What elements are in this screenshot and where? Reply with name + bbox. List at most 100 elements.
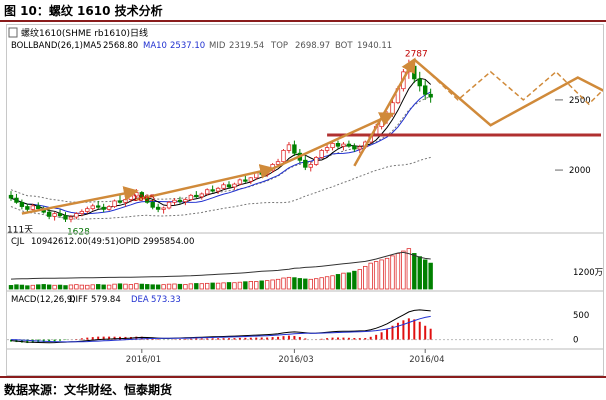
macd-panel: 0 500 xyxy=(7,309,589,346)
diff-line xyxy=(10,309,431,344)
volume-bar xyxy=(319,277,324,290)
candle-body xyxy=(199,193,204,198)
volume-bar xyxy=(112,283,117,290)
volume-bar xyxy=(248,281,253,290)
trend-arrow xyxy=(136,164,276,201)
open-interest-line xyxy=(10,251,431,280)
candle-body xyxy=(85,208,90,212)
dea-value: 573.33 xyxy=(151,295,181,305)
candle-body xyxy=(183,199,188,203)
candle-body xyxy=(286,144,292,151)
candle-body xyxy=(243,179,248,182)
volume-bar xyxy=(226,282,232,290)
volume-bar xyxy=(177,283,183,290)
volume-bar xyxy=(346,272,352,290)
volume-bar xyxy=(79,284,85,290)
ma5-value: 2568.80 xyxy=(103,41,138,51)
candle-body xyxy=(330,143,335,149)
volume-bar xyxy=(292,277,297,290)
volume-bar xyxy=(368,262,373,290)
candle-body xyxy=(63,215,68,220)
volume-bar xyxy=(232,282,237,290)
candle-body xyxy=(68,216,74,220)
bollband-label: BOLLBAND(26,1) xyxy=(11,41,83,51)
volume-tick-label: 1200万 xyxy=(573,268,603,278)
trend-arrow xyxy=(272,112,395,170)
candle-body xyxy=(390,102,395,115)
candle-body xyxy=(57,213,63,217)
volume-bar xyxy=(188,283,194,290)
boll-top-line xyxy=(10,95,431,203)
ma5-line xyxy=(10,77,432,217)
volume-bar xyxy=(172,283,177,290)
candle-body xyxy=(8,194,14,199)
caption-rule xyxy=(0,20,606,22)
candle-body xyxy=(123,199,128,203)
candle-body xyxy=(210,189,215,192)
panel-collapse-icon[interactable] xyxy=(8,27,18,38)
volume-bar xyxy=(166,283,172,290)
volume-bar xyxy=(384,257,390,290)
candle-body xyxy=(96,205,101,208)
volume-value: 10942612.00(49:51) xyxy=(31,237,119,247)
forecast-path xyxy=(413,58,606,127)
candle-body xyxy=(232,183,237,188)
volume-bar xyxy=(243,281,248,290)
instrument-label: 螺纹1610(SHME rb1610)日线 xyxy=(21,27,148,39)
candle-body xyxy=(259,172,264,175)
candle-body xyxy=(308,164,313,168)
volume-bar xyxy=(123,283,128,290)
volume-bar xyxy=(30,284,35,290)
mid-name: MID xyxy=(209,41,226,51)
volume-bar xyxy=(210,282,215,290)
annotation-label: 111天 xyxy=(7,226,33,236)
volume-bar xyxy=(46,284,52,290)
volume-bar xyxy=(352,270,357,290)
volume-bar xyxy=(8,285,14,290)
macd-header: MACD(12,26,9) DIFF 579.84 DEA 573.33 xyxy=(11,295,181,305)
dea-name: DEA xyxy=(131,295,149,305)
ma10-value: 2537.10 xyxy=(170,41,205,51)
volume-bar xyxy=(395,253,401,290)
volume-bar xyxy=(96,284,101,290)
ma10-name: MA10 xyxy=(143,41,167,51)
volume-label: CJL xyxy=(11,237,24,247)
candle-body xyxy=(188,194,194,200)
volume-header: CJL 10942612.00(49:51) OPID 2995854.00 xyxy=(11,237,194,247)
volume-bar xyxy=(303,278,308,290)
volume-bar xyxy=(74,284,79,290)
volume-panel xyxy=(8,248,433,290)
volume-bar xyxy=(106,284,112,290)
volume-bar xyxy=(199,283,204,290)
candle-body xyxy=(52,213,57,217)
volume-bar xyxy=(313,278,319,290)
volume-bar xyxy=(139,283,144,290)
candle-body xyxy=(303,159,308,168)
volume-bar xyxy=(330,275,335,290)
volume-bar xyxy=(422,259,428,290)
candle-body xyxy=(417,78,422,87)
candle-body xyxy=(248,177,253,182)
volume-bar xyxy=(254,281,259,290)
x-tick-label: 2016/01 xyxy=(126,355,161,365)
bot-value: 1940.11 xyxy=(357,41,392,51)
candle-body xyxy=(422,85,428,95)
volume-bar xyxy=(85,284,90,290)
oi-value: 2995854.00 xyxy=(143,237,194,247)
source-rule xyxy=(0,376,606,378)
candle-body xyxy=(319,150,324,158)
volume-bar xyxy=(335,274,341,290)
forecast-dashed-path xyxy=(424,68,606,106)
candle-body xyxy=(428,93,433,98)
data-source: 数据来源：文华财经、恒泰期货 xyxy=(4,383,173,397)
candle-body xyxy=(335,143,341,147)
volume-bar xyxy=(36,284,41,290)
candle-body xyxy=(292,144,297,154)
macd-tick-label: 0 xyxy=(573,336,578,346)
candle-body xyxy=(25,206,30,210)
candle-body xyxy=(226,184,232,188)
indicator-row: BOLLBAND(26,1) MA5 2568.80 MA10 2537.10 … xyxy=(11,41,392,51)
candle-body xyxy=(101,206,106,210)
volume-bar xyxy=(264,280,270,290)
volume-bar xyxy=(161,284,166,290)
